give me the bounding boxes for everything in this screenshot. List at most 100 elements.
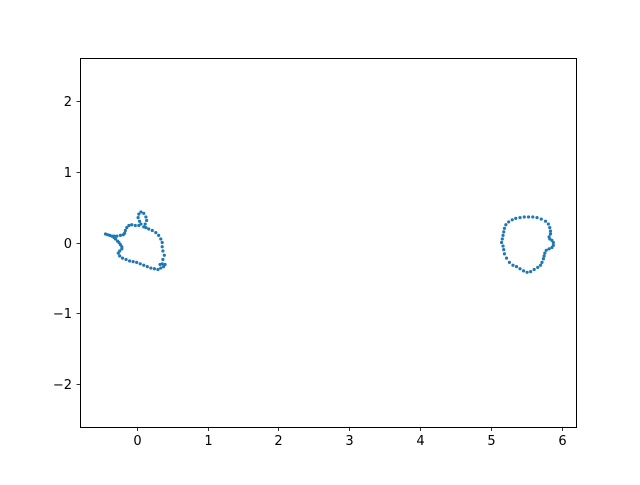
data-point: [541, 257, 546, 261]
data-point: [504, 256, 509, 260]
axes-frame: [80, 58, 577, 428]
data-point: [162, 253, 166, 257]
y-tick-label: −2: [53, 378, 72, 393]
data-point: [529, 269, 533, 274]
data-point: [543, 219, 548, 223]
data-point: [149, 266, 153, 270]
data-point: [152, 267, 156, 271]
data-point: [136, 216, 140, 220]
x-tick-label: 0: [133, 434, 141, 449]
data-point: [532, 267, 536, 272]
x-tick-label: 2: [274, 434, 282, 449]
data-point: [502, 230, 506, 234]
data-point: [526, 215, 531, 219]
data-point: [130, 223, 134, 227]
data-point: [142, 263, 146, 267]
data-point: [124, 257, 128, 262]
data-point: [115, 234, 119, 238]
data-point: [161, 249, 165, 253]
x-tick-label: 5: [487, 434, 495, 449]
data-point: [535, 216, 539, 220]
data-point: [548, 226, 552, 230]
data-point: [521, 269, 526, 273]
y-tick-label: −1: [53, 307, 72, 322]
data-point: [120, 247, 124, 251]
data-point: [118, 233, 122, 237]
data-point: [502, 252, 507, 256]
data-point: [158, 262, 162, 267]
data-point: [139, 210, 143, 214]
data-point: [514, 265, 519, 269]
data-point: [157, 233, 161, 237]
data-point: [551, 240, 555, 245]
data-point: [510, 218, 514, 222]
data-point: [540, 260, 544, 264]
data-point: [137, 223, 141, 228]
data-point: [542, 254, 546, 258]
data-point: [543, 251, 547, 255]
data-point: [502, 226, 507, 230]
data-point: [159, 237, 163, 241]
data-point: [118, 254, 122, 258]
data-point: [525, 270, 529, 274]
x-tick-label: 3: [345, 434, 353, 449]
data-point: [500, 237, 504, 241]
data-point: [161, 257, 165, 262]
data-point: [127, 223, 131, 228]
data-point: [536, 265, 540, 269]
data-point: [550, 245, 554, 250]
data-point: [514, 216, 518, 220]
data-point: [137, 212, 141, 216]
data-point: [547, 247, 551, 251]
data-point: [135, 260, 139, 264]
data-point: [501, 233, 505, 237]
data-point: [144, 215, 148, 219]
data-point: [150, 228, 154, 233]
data-point: [507, 220, 511, 224]
data-point: [160, 240, 164, 245]
data-point: [113, 237, 118, 241]
data-point: [518, 216, 522, 220]
data-point: [131, 260, 135, 264]
data-point: [145, 265, 149, 269]
data-point: [143, 222, 147, 226]
data-point: [120, 256, 125, 260]
data-point: [123, 228, 127, 233]
data-point: [138, 262, 142, 266]
data-point: [121, 233, 125, 237]
data-point: [137, 219, 142, 223]
x-axis-ticks: 0 1 2 3 4 5 6: [133, 427, 567, 449]
data-point: [160, 245, 164, 249]
data-point: [539, 217, 543, 221]
data-point: [502, 248, 506, 252]
data-point: [544, 248, 548, 252]
y-tick-label: 1: [64, 166, 72, 181]
data-point: [531, 215, 535, 219]
data-point: [507, 260, 511, 264]
data-point: [501, 244, 505, 248]
data-point: [116, 251, 120, 255]
data-point: [154, 230, 158, 235]
data-point: [538, 263, 543, 267]
data-point: [125, 226, 129, 230]
y-tick-label: 0: [64, 237, 72, 252]
y-tick-label: 2: [64, 95, 72, 110]
x-tick-label: 4: [416, 434, 424, 449]
data-point: [511, 263, 515, 267]
data-point: [112, 234, 116, 238]
data-point: [142, 225, 146, 229]
data-point: [128, 259, 132, 263]
data-point: [522, 215, 526, 219]
data-point: [145, 218, 149, 223]
data-point: [518, 267, 522, 271]
data-point: [159, 266, 163, 270]
data-point: [546, 222, 550, 226]
y-axis-ticks: −2 −1 0 1 2: [53, 95, 81, 393]
x-tick-label: 6: [558, 434, 566, 449]
data-points: [103, 210, 555, 274]
x-tick-label: 1: [204, 434, 212, 449]
data-point: [548, 232, 553, 236]
data-point: [156, 267, 160, 272]
